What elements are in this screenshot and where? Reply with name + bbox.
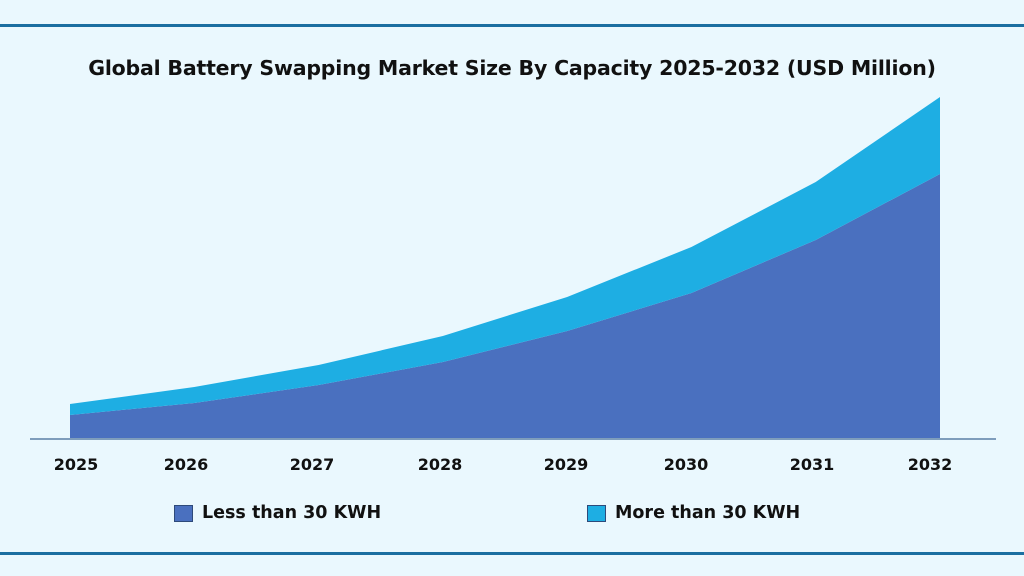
legend-swatch xyxy=(587,504,606,522)
legend-label: Less than 30 KWH xyxy=(202,503,382,523)
top-rule xyxy=(0,24,1024,27)
x-tick-label: 2025 xyxy=(54,455,99,474)
x-tick-label: 2030 xyxy=(664,455,709,474)
legend-label: More than 30 KWH xyxy=(615,503,801,523)
legend-item-more-than-30-kwh: More than 30 KWH xyxy=(587,503,800,523)
x-tick-label: 2031 xyxy=(790,455,835,474)
x-tick-label: 2032 xyxy=(908,455,953,474)
area-series-2 xyxy=(70,97,940,415)
x-tick-label: 2026 xyxy=(164,455,209,474)
x-tick-label: 2029 xyxy=(544,455,589,474)
legend-item-less-than-30-kwh: Less than 30 KWH xyxy=(174,503,381,523)
chart-title: Global Battery Swapping Market Size By C… xyxy=(88,56,936,80)
bottom-rule xyxy=(0,552,1024,555)
x-tick-label: 2028 xyxy=(418,455,463,474)
x-tick-label: 2027 xyxy=(290,455,335,474)
legend-swatch xyxy=(174,504,193,522)
area-series-1 xyxy=(70,174,940,438)
